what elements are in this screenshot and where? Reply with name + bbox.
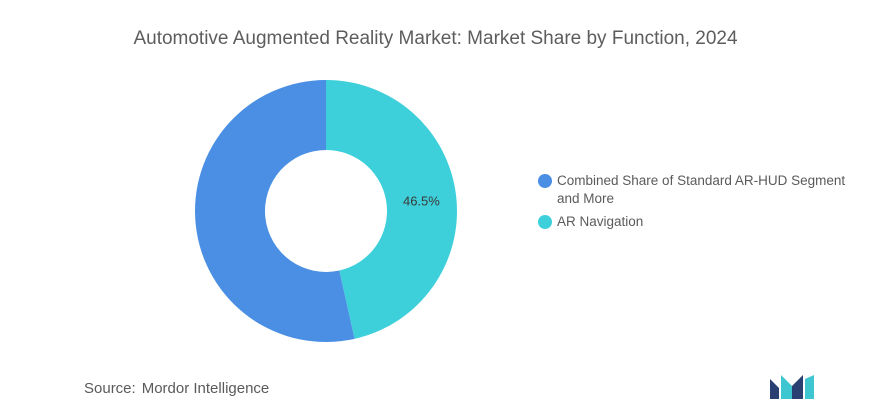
chart-legend: Combined Share of Standard AR-HUD Segmen… bbox=[538, 172, 858, 236]
data-label-ar-navigation: 46.5% bbox=[403, 193, 440, 208]
donut-slice-ar-hud[interactable] bbox=[195, 80, 355, 342]
mordor-intelligence-logo-icon bbox=[770, 375, 814, 399]
donut-slice-ar-navigation[interactable] bbox=[326, 80, 458, 339]
source-note: Source: Mordor Intelligence bbox=[84, 380, 269, 397]
legend-label-ar-hud: Combined Share of Standard AR-HUD Segmen… bbox=[557, 173, 846, 206]
chart-title: Automotive Augmented Reality Market: Mar… bbox=[133, 28, 738, 49]
legend-item-ar-hud[interactable]: Combined Share of Standard AR-HUD Segmen… bbox=[538, 172, 858, 208]
legend-item-ar-navigation[interactable]: AR Navigation bbox=[538, 213, 858, 231]
legend-swatch-ar-hud bbox=[538, 174, 552, 188]
source-label: Source: bbox=[84, 380, 136, 397]
legend-swatch-ar-navigation bbox=[538, 215, 552, 229]
legend-label-ar-navigation: AR Navigation bbox=[557, 214, 644, 229]
source-text: Mordor Intelligence bbox=[141, 380, 270, 397]
